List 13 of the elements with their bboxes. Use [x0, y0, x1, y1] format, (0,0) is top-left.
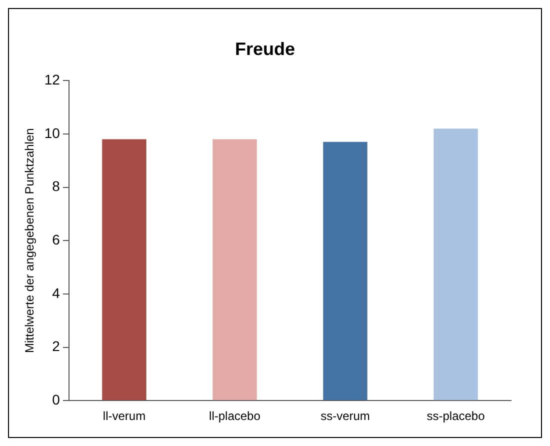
- x-tick-label: ss-verum: [320, 409, 370, 424]
- y-tick-label: 2: [52, 338, 60, 354]
- y-tick-label: 12: [44, 71, 60, 88]
- x-tick-label: ll-placebo: [209, 409, 261, 424]
- y-axis-title: Mittelwerte der angegebenen Punktzahlen: [22, 128, 37, 354]
- y-tick-label: 10: [44, 124, 60, 141]
- y-tick-label: 6: [52, 231, 60, 248]
- x-tick-label: ss-placebo: [426, 409, 486, 424]
- y-tick-label: 0: [52, 391, 60, 408]
- chart-title: Freude: [234, 38, 296, 59]
- x-tick-label: ll-verum: [102, 409, 146, 424]
- y-tick-label: 4: [52, 284, 60, 301]
- y-tick-label: 8: [52, 178, 60, 194]
